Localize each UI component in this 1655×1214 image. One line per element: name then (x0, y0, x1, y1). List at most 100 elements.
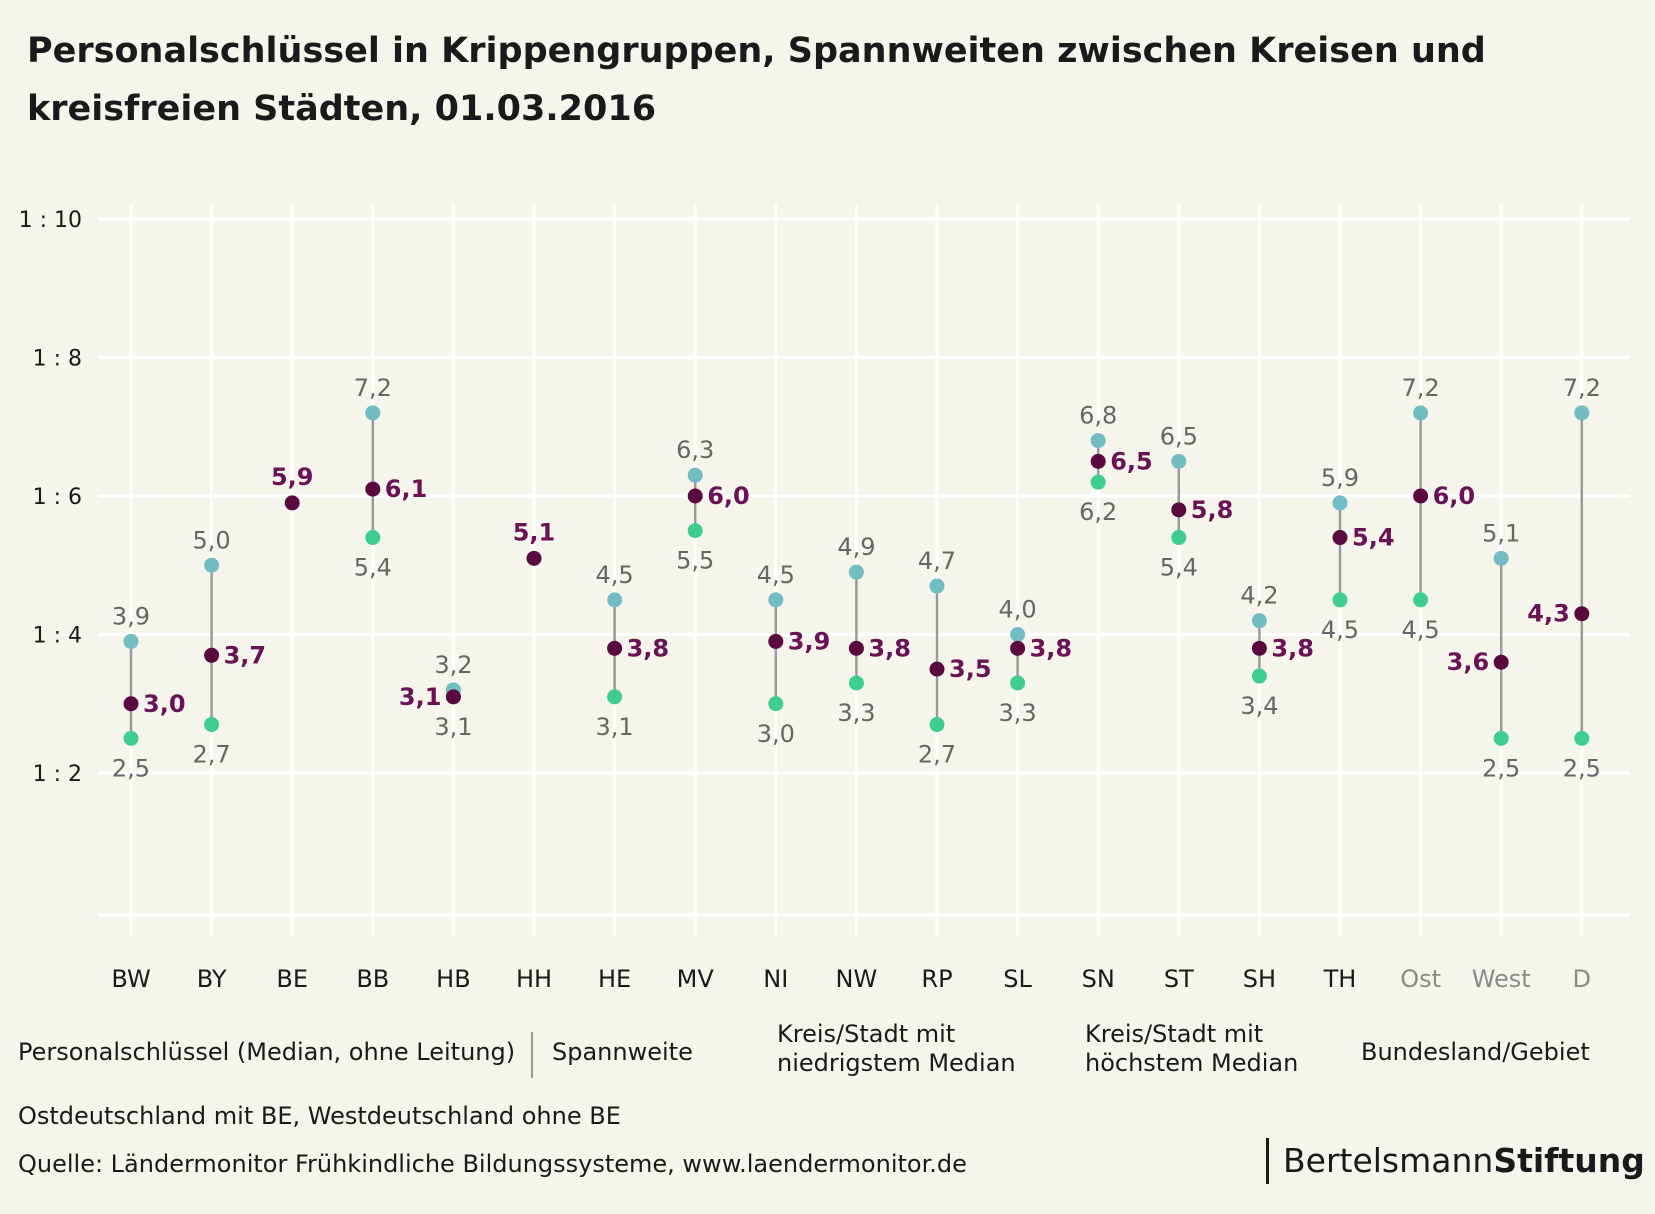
min-value-label: 3,1 (434, 713, 472, 741)
state-dot (1332, 530, 1348, 546)
min-dot (204, 717, 220, 733)
max-value-label: 6,8 (1079, 402, 1117, 430)
x-tick-label: MV (677, 965, 715, 993)
max-dot (123, 633, 139, 649)
state-dot (1171, 502, 1187, 518)
max-dot (1574, 405, 1590, 421)
state-dot (284, 495, 300, 511)
min-dot (1010, 675, 1026, 691)
x-tick-label: RP (921, 965, 952, 993)
max-value-label: 4,2 (1240, 582, 1278, 610)
brand-logo: BertelsmannStiftung (1266, 1138, 1645, 1184)
x-tick-label: D (1573, 965, 1591, 993)
y-tick-label: 1 : 10 (19, 208, 82, 233)
min-dot (848, 675, 864, 691)
x-tick-label: West (1472, 965, 1531, 993)
state-dot (1251, 640, 1267, 656)
state-dot (526, 550, 542, 566)
state-dot (445, 689, 461, 705)
x-tick-label: BW (111, 965, 150, 993)
min-dot (768, 696, 784, 712)
min-value-label: 2,5 (1482, 754, 1520, 782)
x-tick-label: NW (836, 965, 878, 993)
min-dot (1090, 474, 1106, 490)
y-tick-label: 1 : 4 (33, 624, 82, 649)
legend-max-label-line1: Kreis/Stadt mit (1085, 1020, 1264, 1048)
y-tick-label: 1 : 8 (33, 347, 82, 372)
state-value-label: 5,8 (1191, 496, 1234, 524)
state-dot (365, 481, 381, 497)
state-value-label: 3,1 (399, 683, 442, 711)
min-value-label: 2,5 (1563, 754, 1601, 782)
state-dot (1010, 640, 1026, 656)
x-tick-label: BY (197, 965, 227, 993)
min-value-label: 5,4 (354, 554, 392, 582)
state-dot (848, 640, 864, 656)
state-value-label: 6,1 (385, 475, 428, 503)
min-value-label: 4,5 (1402, 616, 1440, 644)
min-value-label: 3,3 (999, 699, 1037, 727)
min-value-label: 3,3 (837, 699, 875, 727)
max-dot (848, 564, 864, 580)
max-value-label: 7,2 (1563, 374, 1601, 402)
max-value-label: 4,5 (757, 561, 795, 589)
x-tick-label: SH (1243, 965, 1276, 993)
state-value-label: 4,3 (1527, 600, 1570, 628)
max-dot (1332, 495, 1348, 511)
state-value-label: 3,8 (1030, 634, 1073, 662)
chart-title: Personalschlüssel in Krippengruppen, Spa… (27, 31, 1486, 129)
max-value-label: 4,0 (999, 596, 1037, 624)
state-value-label: 3,8 (1271, 634, 1314, 662)
max-value-label: 4,7 (918, 547, 956, 575)
min-value-label: 3,0 (757, 720, 795, 748)
min-value-label: 5,4 (1160, 554, 1198, 582)
state-value-label: 3,8 (868, 634, 911, 662)
state-value-label: 3,0 (143, 690, 186, 718)
legend-heading: Personalschlüssel (Median, ohne Leitung) (18, 1038, 516, 1066)
max-dot (1493, 550, 1509, 566)
max-dot (607, 592, 623, 608)
max-dot (929, 578, 945, 594)
min-dot (1251, 668, 1267, 684)
x-tick-label: HH (516, 965, 552, 993)
x-tick-label: HB (436, 965, 471, 993)
state-value-label: 3,6 (1447, 648, 1490, 676)
min-dot (1171, 530, 1187, 546)
min-dot (1413, 592, 1429, 608)
min-value-label: 2,5 (112, 754, 150, 782)
brand-light: Bertelsmann (1283, 1141, 1494, 1180)
max-value-label: 7,2 (354, 374, 392, 402)
max-dot (1010, 627, 1026, 642)
min-dot (607, 689, 623, 705)
max-value-label: 3,9 (112, 602, 150, 630)
min-dot (123, 730, 139, 746)
state-value-label: 3,7 (224, 641, 267, 669)
legend-range-line-icon (531, 1032, 533, 1078)
state-value-label: 6,0 (1433, 482, 1476, 510)
max-value-label: 4,5 (596, 561, 634, 589)
max-dot (687, 467, 703, 483)
state-value-label: 5,1 (513, 518, 556, 546)
max-value-label: 7,2 (1402, 374, 1440, 402)
max-value-label: 5,9 (1321, 464, 1359, 492)
min-value-label: 3,4 (1240, 692, 1278, 720)
max-dot (1171, 453, 1187, 469)
brand-bold: Stiftung (1493, 1141, 1645, 1180)
min-value-label: 2,7 (918, 741, 956, 769)
min-dot (1493, 730, 1509, 746)
min-value-label: 3,1 (596, 713, 634, 741)
min-dot (1332, 592, 1348, 608)
x-tick-label: BB (356, 965, 389, 993)
min-dot (687, 523, 703, 539)
min-dot (929, 717, 945, 733)
state-dot (687, 488, 703, 504)
min-value-label: 2,7 (193, 741, 231, 769)
max-value-label: 6,3 (676, 436, 714, 464)
state-dot (204, 647, 220, 663)
x-tick-label: SL (1003, 965, 1032, 993)
x-tick-label: SN (1082, 965, 1115, 993)
max-dot (204, 557, 220, 573)
state-dot (929, 661, 945, 677)
state-dot (1493, 654, 1509, 670)
